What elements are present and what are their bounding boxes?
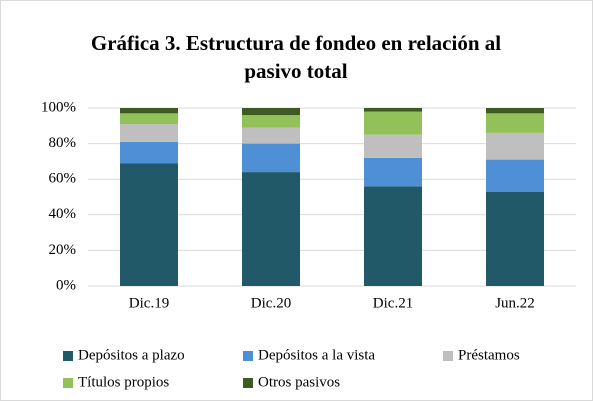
- legend-label: Depósitos a plazo: [78, 347, 185, 363]
- bar-segment: [242, 143, 300, 173]
- x-tick-label: Dic.19: [129, 295, 169, 311]
- bar-segment: [364, 111, 422, 135]
- bar-segment: [120, 141, 178, 164]
- bar-segment: [486, 132, 544, 160]
- y-tick-label: 60%: [49, 171, 77, 187]
- bar-segment: [364, 134, 422, 158]
- x-tick-label: Jun.22: [495, 295, 535, 311]
- legend-swatch: [243, 378, 253, 388]
- bar-segment: [242, 172, 300, 286]
- bar-segment: [486, 191, 544, 286]
- x-tick-label: Dic.20: [251, 295, 291, 311]
- bar-segment: [242, 127, 300, 144]
- legend-swatch: [443, 351, 453, 361]
- bar-segment: [242, 108, 300, 116]
- legend-label: Otros pasivos: [258, 374, 340, 390]
- bar-segment: [364, 157, 422, 187]
- legend-label: Títulos propios: [78, 374, 169, 390]
- y-tick-label: 100%: [41, 99, 76, 115]
- bar-segment: [364, 108, 422, 112]
- bar-segment: [364, 186, 422, 286]
- bar-segment: [486, 159, 544, 192]
- x-tick-label: Dic.21: [373, 295, 413, 311]
- legend-label: Depósitos a la vista: [258, 347, 375, 363]
- legend-swatch: [243, 351, 253, 361]
- bar-segment: [120, 124, 178, 142]
- bar-segment: [486, 113, 544, 133]
- bar-segment: [486, 108, 544, 114]
- legend-swatch: [63, 351, 73, 361]
- y-tick-label: 80%: [49, 135, 77, 151]
- y-tick-label: 40%: [49, 206, 77, 222]
- y-tick-label: 20%: [49, 242, 77, 258]
- y-tick-label: 0%: [56, 277, 76, 293]
- legend-label: Préstamos: [458, 347, 520, 363]
- bar-segment: [120, 108, 178, 114]
- bar-segment: [242, 115, 300, 128]
- bar-segment: [120, 163, 178, 286]
- bar-segment: [120, 113, 178, 125]
- chart-title: Gráfica 3. Estructura de fondeo en relac…: [90, 31, 502, 83]
- legend-swatch: [63, 378, 73, 388]
